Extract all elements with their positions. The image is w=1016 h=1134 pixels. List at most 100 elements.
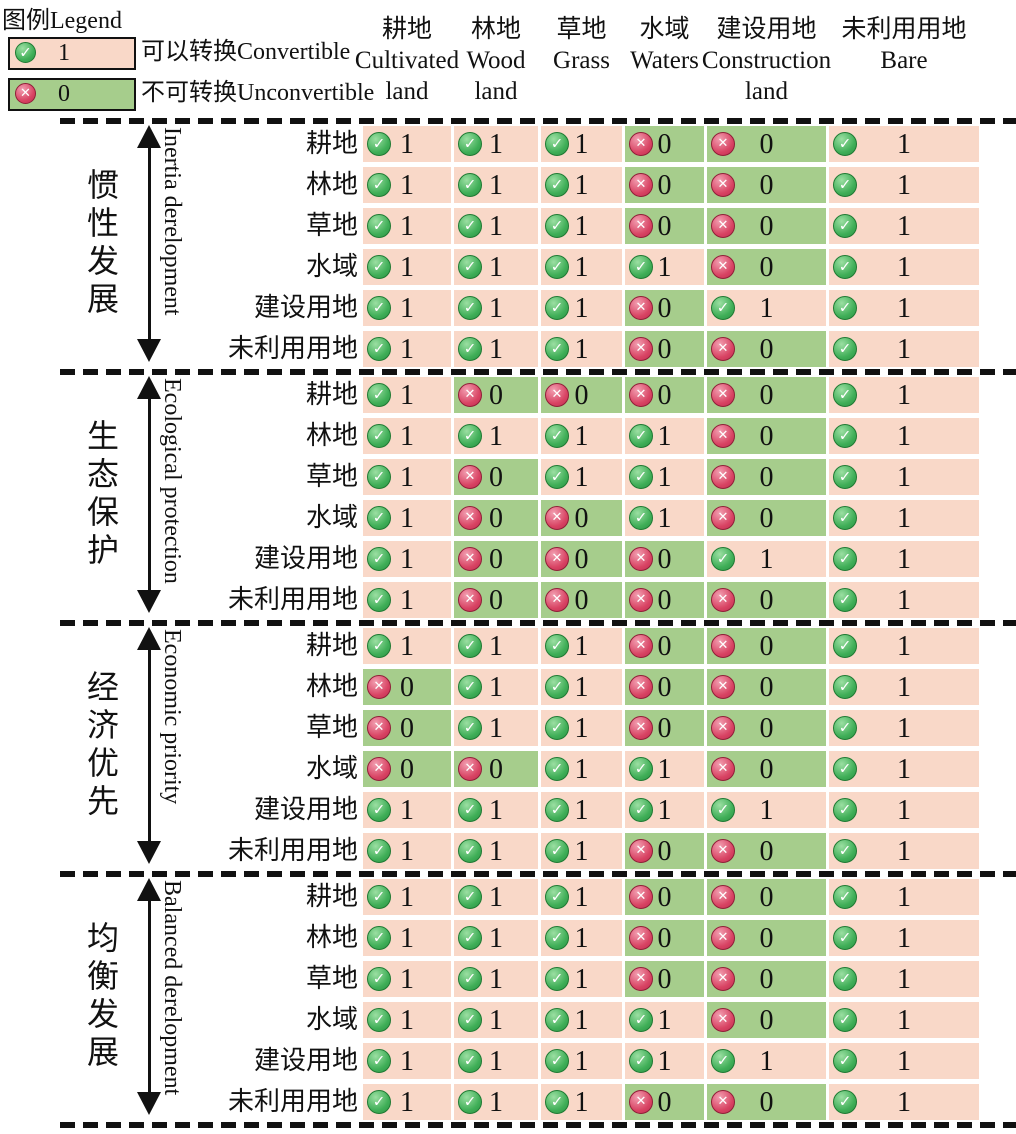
matrix-cell: 1 bbox=[363, 459, 451, 495]
column-header-en2: land bbox=[474, 78, 518, 105]
check-icon bbox=[458, 1049, 482, 1073]
matrix-cell: 1 bbox=[829, 1084, 979, 1120]
cross-icon bbox=[458, 465, 482, 489]
matrix-cell: 1 bbox=[829, 418, 979, 454]
check-icon bbox=[458, 214, 482, 238]
cell-value: 1 bbox=[897, 421, 911, 452]
matrix-cell: 0 bbox=[363, 751, 451, 787]
matrix-cell: 1 bbox=[625, 1002, 704, 1038]
check-icon bbox=[545, 337, 569, 361]
matrix-cell: 0 bbox=[625, 208, 704, 244]
row-label: 草地 bbox=[305, 713, 358, 742]
row-label: 林地 bbox=[305, 421, 358, 450]
matrix-cell: 1 bbox=[541, 751, 622, 787]
cell-value: 1 bbox=[574, 1005, 589, 1036]
cell-value: 1 bbox=[400, 836, 414, 867]
column-header: 建设用地 Construction land bbox=[702, 14, 831, 107]
check-icon bbox=[833, 132, 857, 156]
cell-value: 1 bbox=[574, 129, 589, 160]
matrix-cell: 1 bbox=[829, 628, 979, 664]
row-label: 建设用地 bbox=[253, 1046, 358, 1075]
legend-title: 图例Legend bbox=[2, 8, 122, 34]
column-header-zh: 草地 bbox=[556, 16, 607, 43]
cell-value: 1 bbox=[897, 631, 911, 662]
cell-value: 1 bbox=[897, 754, 911, 785]
cell-value: 1 bbox=[574, 882, 589, 913]
cell-value: 1 bbox=[489, 170, 503, 201]
check-icon bbox=[545, 839, 569, 863]
cross-icon bbox=[629, 716, 653, 740]
cross-icon bbox=[458, 757, 482, 781]
check-icon bbox=[545, 214, 569, 238]
matrix-cell: 1 bbox=[363, 879, 451, 915]
column-header-en1: Waters bbox=[630, 47, 699, 74]
cell-value: 1 bbox=[897, 1046, 911, 1077]
cell-value: 1 bbox=[897, 380, 911, 411]
row-label: 草地 bbox=[305, 964, 358, 993]
matrix-cell: 0 bbox=[707, 961, 826, 997]
scenario-label-zh: 生态保护 bbox=[82, 375, 120, 614]
cell-value: 1 bbox=[400, 1046, 414, 1077]
section-divider-dashed-line bbox=[60, 118, 1016, 124]
cell-value: 1 bbox=[897, 129, 911, 160]
check-icon bbox=[367, 1090, 391, 1114]
check-icon bbox=[833, 634, 857, 658]
cell-value: 1 bbox=[574, 836, 589, 867]
cell-value: 1 bbox=[489, 421, 503, 452]
cell-value: 1 bbox=[574, 334, 589, 365]
check-icon bbox=[458, 296, 482, 320]
check-icon bbox=[833, 465, 857, 489]
check-icon bbox=[367, 588, 391, 612]
cell-value: 0 bbox=[759, 672, 774, 703]
check-icon bbox=[545, 634, 569, 658]
column-header: 林地 Wood land bbox=[466, 14, 525, 107]
cell-value: 1 bbox=[574, 462, 589, 493]
cell-value: 0 bbox=[657, 129, 672, 160]
check-icon bbox=[833, 675, 857, 699]
check-icon bbox=[833, 424, 857, 448]
matrix-cell: 1 bbox=[625, 792, 704, 828]
matrix-cell: 0 bbox=[707, 920, 826, 956]
check-icon bbox=[367, 424, 391, 448]
cross-icon bbox=[711, 132, 735, 156]
column-header: 草地 Grass bbox=[553, 14, 610, 76]
matrix-cell: 0 bbox=[707, 751, 826, 787]
matrix-cell: 1 bbox=[363, 1043, 451, 1079]
column-header-en1: Cultivated bbox=[354, 47, 460, 74]
matrix-cell: 1 bbox=[541, 1084, 622, 1120]
cell-value: 0 bbox=[657, 334, 672, 365]
check-icon bbox=[629, 1049, 653, 1073]
cross-icon bbox=[545, 383, 569, 407]
cell-value: 1 bbox=[489, 964, 503, 995]
cell-value: 0 bbox=[657, 672, 672, 703]
cell-value: 1 bbox=[897, 672, 911, 703]
matrix-cell: 1 bbox=[454, 669, 538, 705]
cell-value: 1 bbox=[400, 631, 414, 662]
check-icon bbox=[833, 214, 857, 238]
cell-value: 1 bbox=[400, 334, 414, 365]
matrix-cell: 1 bbox=[541, 710, 622, 746]
cell-value: 0 bbox=[489, 462, 503, 493]
cell-value: 0 bbox=[657, 585, 672, 616]
cell-value: 0 bbox=[657, 713, 672, 744]
matrix-cell: 1 bbox=[454, 208, 538, 244]
scenario-label-zh: 惯性发展 bbox=[82, 124, 120, 363]
row-label: 水域 bbox=[305, 503, 358, 532]
cross-icon bbox=[629, 214, 653, 238]
cross-icon bbox=[711, 173, 735, 197]
cell-value: 1 bbox=[489, 795, 503, 826]
arrow-up-head-icon bbox=[137, 376, 161, 399]
matrix-cell: 1 bbox=[454, 833, 538, 869]
cell-value: 0 bbox=[759, 1087, 774, 1118]
cell-value: 1 bbox=[574, 672, 589, 703]
matrix-cell: 0 bbox=[541, 582, 622, 618]
row-label: 耕地 bbox=[305, 882, 358, 911]
cell-value: 1 bbox=[897, 964, 911, 995]
cell-value: 1 bbox=[400, 1087, 414, 1118]
matrix-cell: 1 bbox=[541, 961, 622, 997]
cell-value: 1 bbox=[657, 795, 672, 826]
matrix-cell: 0 bbox=[707, 833, 826, 869]
check-icon bbox=[833, 885, 857, 909]
check-icon bbox=[545, 132, 569, 156]
matrix-cell: 1 bbox=[363, 167, 451, 203]
